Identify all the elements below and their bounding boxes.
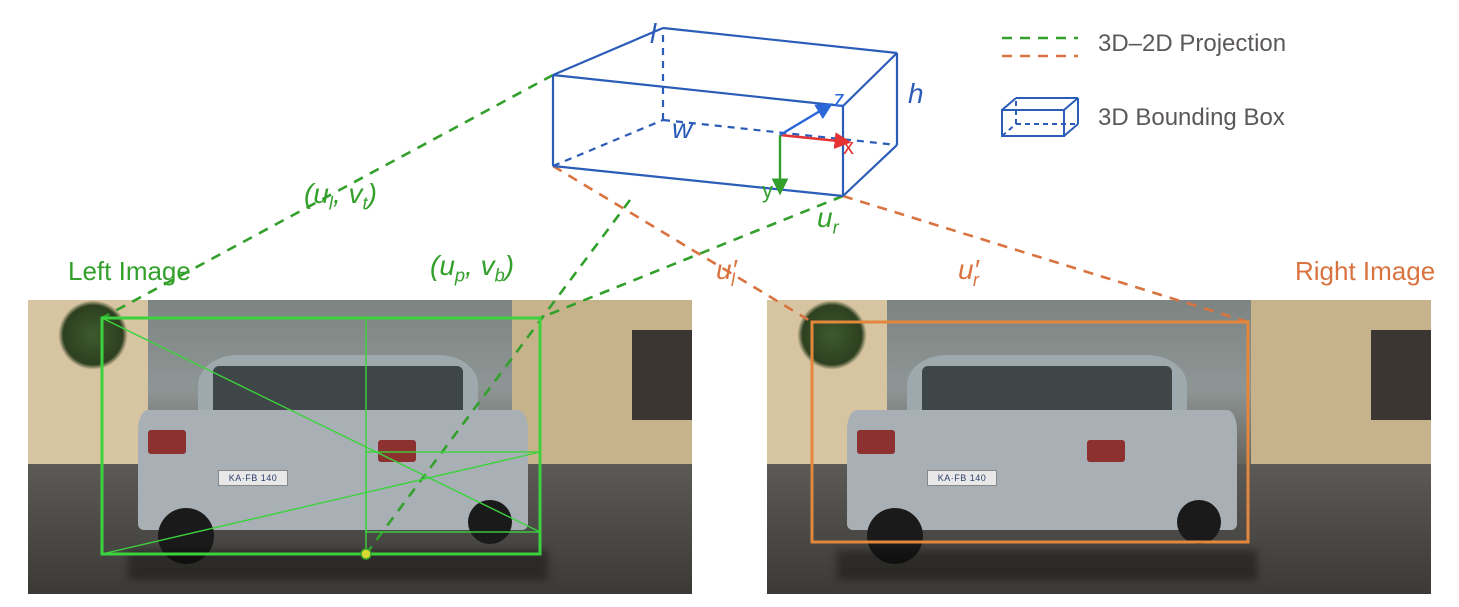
label-ur-prime: u′r [958,254,985,291]
label-ur: ur [817,202,839,239]
label-up-vb: (up, vb) [430,250,514,287]
license-plate-right: KA·FB 140 [927,470,997,486]
axis-label-z: z [834,86,845,112]
label-ul-prime: u′l [716,254,741,291]
right-image-frame: KA·FB 140 [767,300,1431,594]
legend-bbox-text: 3D Bounding Box [1098,104,1285,132]
license-plate-left: KA·FB 140 [218,470,288,486]
label-ul-vt: (ul, vt) [304,178,377,215]
axis-label-y: y [762,178,773,204]
cuboid-axes [780,105,848,192]
left-image-frame: KA·FB 140 [28,300,692,594]
label-l: l [650,18,656,50]
legend-projection-text: 3D–2D Projection [1098,30,1286,58]
right-image-label: Right Image [1295,256,1435,287]
label-w: w [672,113,692,145]
projection-lines-orange [553,166,1248,322]
cuboid-3d [553,28,897,196]
legend-box-icon [1002,98,1078,136]
left-image-label: Left Image [68,256,191,287]
axis-label-x: x [843,134,854,160]
label-h: h [908,78,924,110]
legend-lines-icon [1002,38,1078,56]
